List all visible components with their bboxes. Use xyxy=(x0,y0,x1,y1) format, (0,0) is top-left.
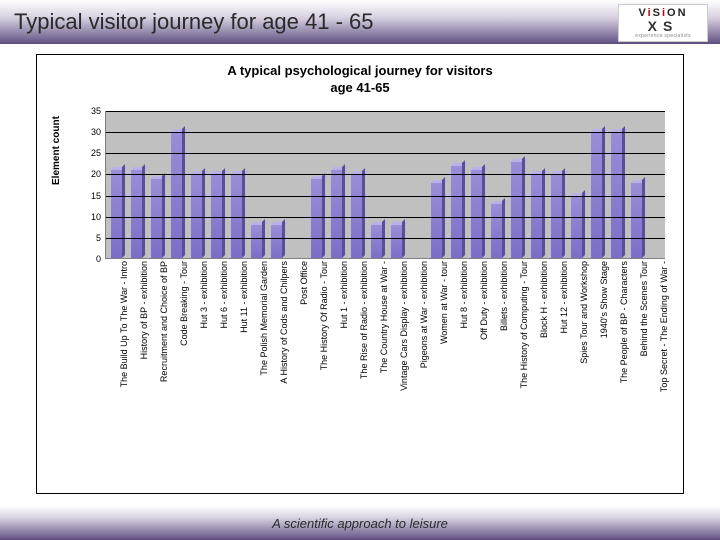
bar xyxy=(131,169,142,258)
footer-text: A scientific approach to leisure xyxy=(272,516,448,531)
x-tick-label: Behind the Scenes Tour xyxy=(639,261,649,356)
bar xyxy=(471,169,482,258)
x-tick-label: A History of Cods and Chilpers xyxy=(279,261,289,384)
bar xyxy=(371,224,382,258)
logo-tagline: experience specialists xyxy=(621,33,705,39)
x-tick-label: Off Duty - exhibition xyxy=(479,261,489,340)
x-tick-label: The Polish Memorial Garden xyxy=(259,261,269,376)
chart-title: A typical psychological journey for visi… xyxy=(37,63,683,97)
x-tick-label: Hut 11 - exhibition xyxy=(239,261,249,333)
logo-line2: XS xyxy=(621,19,705,33)
x-tick-label: Post Office xyxy=(299,261,309,305)
footer-bar: A scientific approach to leisure xyxy=(0,506,720,540)
bar xyxy=(271,224,282,258)
bar xyxy=(111,169,122,258)
plot-area xyxy=(105,111,665,259)
gridline xyxy=(106,153,665,154)
x-tick-label: 1940's Show Stage xyxy=(599,261,609,338)
bar xyxy=(631,182,642,258)
chart-container: A typical psychological journey for visi… xyxy=(36,54,684,494)
x-tick-label: Women at War - tour xyxy=(439,261,449,344)
y-tick-label: 30 xyxy=(81,127,101,137)
x-tick-label: Hut 8 - exhibition xyxy=(459,261,469,329)
gridline xyxy=(106,132,665,133)
y-axis-label: Element count xyxy=(51,116,62,185)
x-tick-label: The History Of Radio - Tour xyxy=(319,261,329,370)
x-tick-label: Billets - exhibition xyxy=(499,261,509,331)
x-tick-label: The History of Computing - Tour xyxy=(519,261,529,388)
x-tick-label: Hut 3 - exhibition xyxy=(199,261,209,329)
x-tick-label: Block H - exhibition xyxy=(539,261,549,338)
gridline xyxy=(106,111,665,112)
bar xyxy=(331,169,342,258)
chart-title-line1: A typical psychological journey for visi… xyxy=(227,63,492,78)
x-tick-label: Pigeons at War - exhibition xyxy=(419,261,429,368)
x-tick-label: Top Secret - The Ending of War - xyxy=(659,261,669,392)
y-tick-label: 10 xyxy=(81,212,101,222)
y-tick-label: 20 xyxy=(81,169,101,179)
y-tick-label: 5 xyxy=(81,233,101,243)
x-tick-label: The Country House at War - xyxy=(379,261,389,373)
x-tick-labels: The Build Up To The War - Intro History o… xyxy=(105,261,665,481)
y-tick-label: 25 xyxy=(81,148,101,158)
x-tick-label: The Build Up To The War - Intro xyxy=(119,261,129,387)
bar xyxy=(251,224,262,258)
bar xyxy=(151,178,162,258)
x-tick-label: The People of BP - Characters xyxy=(619,261,629,383)
x-tick-label: Hut 12 - exhibition xyxy=(559,261,569,334)
gridline xyxy=(106,196,665,197)
x-tick-label: Spies Tour and Workshop xyxy=(579,261,589,364)
x-tick-label: Hut 1 - exhibition xyxy=(339,261,349,329)
y-tick-label: 0 xyxy=(81,254,101,264)
bar xyxy=(431,182,442,258)
bar xyxy=(491,203,502,258)
bar xyxy=(451,165,462,258)
x-tick-label: Hut 6 - exhibition xyxy=(219,261,229,329)
bar xyxy=(571,195,582,258)
brand-logo: ViSiON XS experience specialists xyxy=(618,4,708,42)
x-tick-label: History of BP - exhibition xyxy=(139,261,149,359)
chart-title-line2: age 41-65 xyxy=(330,80,389,95)
y-tick-label: 15 xyxy=(81,191,101,201)
x-tick-label: The Rise of Radio - exhibition xyxy=(359,261,369,379)
y-tick-labels: 05101520253035 xyxy=(81,111,101,259)
page-title: Typical visitor journey for age 41 - 65 xyxy=(14,9,374,35)
gridline xyxy=(106,217,665,218)
header-bar: Typical visitor journey for age 41 - 65 … xyxy=(0,0,720,44)
y-tick-label: 35 xyxy=(81,106,101,116)
gridline xyxy=(106,238,665,239)
x-tick-label: Vintage Cars Display - exhibition xyxy=(399,261,409,391)
bar xyxy=(311,178,322,258)
bar xyxy=(391,224,402,258)
x-tick-label: Recruitment and Choice of BP xyxy=(159,261,169,382)
x-tick-label: Code Breaking - Tour xyxy=(179,261,189,346)
gridline xyxy=(106,174,665,175)
